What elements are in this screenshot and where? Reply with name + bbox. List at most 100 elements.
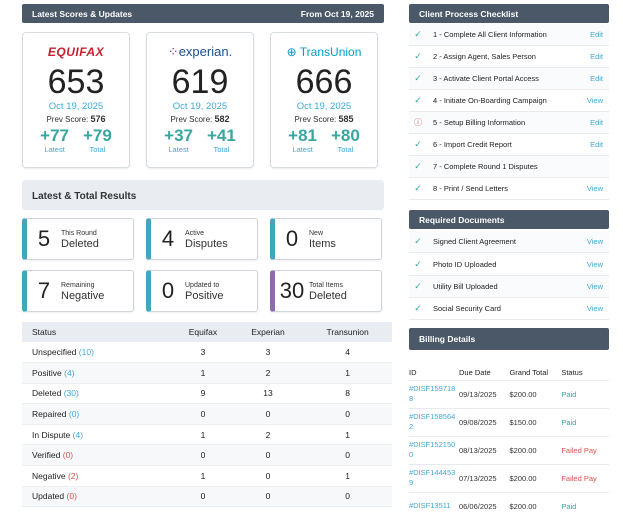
check-icon: ✓ bbox=[414, 281, 422, 291]
documents-header: Required Documents bbox=[409, 210, 609, 229]
document-item[interactable]: ✓ Photo ID Uploaded View bbox=[409, 254, 609, 276]
table-row: #DISF1585642 09/08/2025 $150.00 Paid bbox=[409, 407, 609, 436]
invoice-link[interactable]: #DISF1597188 bbox=[409, 379, 459, 408]
view-link[interactable]: View bbox=[586, 282, 603, 291]
col-equifax: Equifax bbox=[173, 322, 233, 342]
equifax-score-card[interactable]: EQUIFAX 653 Oct 19, 2025 Prev Score: 576… bbox=[22, 32, 130, 168]
col-status: Status bbox=[561, 368, 583, 378]
view-link[interactable]: View bbox=[586, 184, 603, 193]
result-card-updated-positive[interactable]: 0 Updated to Positive bbox=[146, 270, 258, 312]
transunion-latest: +81 Latest bbox=[288, 126, 317, 155]
result-card-deleted-this-round[interactable]: 5 This Round Deleted bbox=[22, 218, 134, 260]
table-row: Updated (0) 0 0 0 bbox=[22, 486, 392, 508]
invoice-link[interactable]: #DISF13511 bbox=[409, 491, 459, 512]
experian-date: Oct 19, 2025 bbox=[172, 101, 228, 112]
equifax-score: 653 bbox=[47, 63, 105, 101]
table-row: #DISF1444539 07/13/2025 $200.00 Failed Pay bbox=[409, 463, 609, 492]
checklist-item[interactable]: ✓ 2 - Assign Agent, Sales Person Edit bbox=[409, 46, 609, 68]
table-row: In Dispute (4) 1 2 1 bbox=[22, 424, 392, 446]
view-link[interactable]: View bbox=[586, 304, 603, 313]
edit-link[interactable]: Edit bbox=[590, 74, 603, 83]
results-header: Latest & Total Results bbox=[22, 180, 384, 210]
view-link[interactable]: View bbox=[586, 96, 603, 105]
pay-link[interactable]: Pay bbox=[583, 445, 597, 455]
col-experian: Experian bbox=[232, 322, 304, 342]
table-row: Deleted (30) 9 13 8 bbox=[22, 383, 392, 405]
table-row: Unspecified (10) 3 3 4 bbox=[22, 342, 392, 364]
status-badge: Failed bbox=[561, 445, 582, 455]
status-badge: Paid bbox=[561, 501, 577, 511]
check-icon: ✓ bbox=[414, 51, 422, 61]
warning-icon: ⓘ bbox=[414, 118, 422, 127]
scores-title: Latest Scores & Updates bbox=[32, 8, 133, 19]
document-item[interactable]: ✓ Utility Bill Uploaded View bbox=[409, 276, 609, 298]
view-link[interactable]: View bbox=[586, 237, 603, 246]
equifax-total: +79 Total bbox=[83, 126, 112, 155]
billing-header: Billing Details bbox=[409, 328, 609, 350]
invoice-link[interactable]: #DISF1444539 bbox=[409, 463, 459, 492]
experian-score-card[interactable]: ⁘experian. 619 Oct 19, 2025 Prev Score: … bbox=[146, 32, 254, 168]
status-table: Status Equifax Experian Transunion Unspe… bbox=[22, 322, 392, 508]
status-count-link[interactable]: (4) bbox=[72, 429, 84, 440]
checklist-item[interactable]: ✓ 1 - Complete All Client Information Edit bbox=[409, 24, 609, 46]
view-link[interactable]: View bbox=[586, 260, 603, 269]
check-icon: ✓ bbox=[414, 183, 422, 193]
status-count-link[interactable]: (30) bbox=[63, 388, 79, 399]
col-transunion: Transunion bbox=[303, 322, 392, 342]
experian-score: 619 bbox=[171, 63, 229, 101]
status-count-link[interactable]: (10) bbox=[78, 347, 94, 358]
document-item[interactable]: ✓ Social Security Card View bbox=[409, 298, 609, 320]
equifax-prev: Prev Score: 576 bbox=[46, 114, 106, 124]
experian-latest: +37 Latest bbox=[164, 126, 193, 155]
check-icon: ✓ bbox=[414, 139, 422, 149]
result-card-new-items[interactable]: 0 New Items bbox=[270, 218, 382, 260]
status-badge: Failed bbox=[561, 473, 582, 483]
status-count-link[interactable]: (0) bbox=[62, 450, 74, 461]
transunion-score-card[interactable]: ⊕ TransUnion 666 Oct 19, 2025 Prev Score… bbox=[270, 32, 378, 168]
check-icon: ✓ bbox=[414, 73, 422, 83]
equifax-latest: +77 Latest bbox=[40, 126, 69, 155]
checklist-item[interactable]: ✓ 7 - Complete Round 1 Disputes bbox=[409, 156, 609, 178]
invoice-link[interactable]: #DISF1585642 bbox=[409, 407, 459, 436]
transunion-prev: Prev Score: 585 bbox=[294, 114, 354, 124]
table-row: #DISF1597188 09/13/2025 $200.00 Paid bbox=[409, 379, 609, 408]
check-icon: ✓ bbox=[414, 303, 422, 313]
edit-link[interactable]: Edit bbox=[590, 140, 603, 149]
result-card-active-disputes[interactable]: 4 Active Disputes bbox=[146, 218, 258, 260]
status-badge: Paid bbox=[561, 417, 577, 427]
transunion-total: +80 Total bbox=[331, 126, 360, 155]
checklist-item[interactable]: ✓ 3 - Activate Client Portal Access Edit bbox=[409, 68, 609, 90]
table-row: #DISF13511 06/06/2025 $200.00 Paid bbox=[409, 491, 609, 512]
invoice-link[interactable]: #DISF1521500 bbox=[409, 435, 459, 464]
pay-link[interactable]: Pay bbox=[583, 473, 597, 483]
checklist-item[interactable]: ✓ 4 - Initiate On-Boarding Campaign View bbox=[409, 90, 609, 112]
edit-link[interactable]: Edit bbox=[590, 52, 603, 61]
check-icon: ✓ bbox=[414, 259, 422, 269]
scores-date: From Oct 19, 2025 bbox=[300, 8, 374, 19]
transunion-globe-icon: ⊕ bbox=[286, 45, 297, 59]
table-row: Positive (4) 1 2 1 bbox=[22, 362, 392, 384]
edit-link[interactable]: Edit bbox=[590, 30, 603, 39]
equifax-date: Oct 19, 2025 bbox=[48, 101, 104, 112]
document-item[interactable]: ✓ Signed Client Agreement View bbox=[409, 231, 609, 253]
table-row: #DISF1521500 08/13/2025 $200.00 Failed Pay bbox=[409, 435, 609, 464]
checklist-item[interactable]: ✓ 6 - Import Credit Report Edit bbox=[409, 134, 609, 156]
status-count-link[interactable]: (0) bbox=[68, 409, 80, 420]
status-count-link[interactable]: (2) bbox=[67, 470, 79, 481]
checklist-item[interactable]: ⓘ 5 - Setup Billing Information Edit bbox=[409, 112, 609, 134]
table-row: Verified (0) 0 0 0 bbox=[22, 444, 392, 467]
status-count-link[interactable]: (0) bbox=[66, 491, 77, 502]
experian-prev: Prev Score: 582 bbox=[170, 114, 230, 124]
equifax-logo: EQUIFAX bbox=[47, 45, 105, 59]
col-id: ID bbox=[409, 368, 417, 378]
result-card-remaining-negative[interactable]: 7 Remaining Negative bbox=[22, 270, 134, 312]
checklist-item[interactable]: ✓ 8 - Print / Send Letters View bbox=[409, 178, 609, 200]
experian-total: +41 Total bbox=[207, 126, 236, 155]
edit-link[interactable]: Edit bbox=[590, 118, 603, 127]
transunion-logo: ⊕ TransUnion bbox=[286, 45, 362, 59]
result-card-total-deleted[interactable]: 30 Total Items Deleted bbox=[270, 270, 382, 312]
scores-header: Latest Scores & Updates From Oct 19, 202… bbox=[22, 4, 384, 23]
table-row: Repaired (0) 0 0 0 bbox=[22, 403, 392, 425]
status-count-link[interactable]: (4) bbox=[64, 367, 75, 378]
table-row: Negative (2) 1 0 1 bbox=[22, 465, 392, 487]
